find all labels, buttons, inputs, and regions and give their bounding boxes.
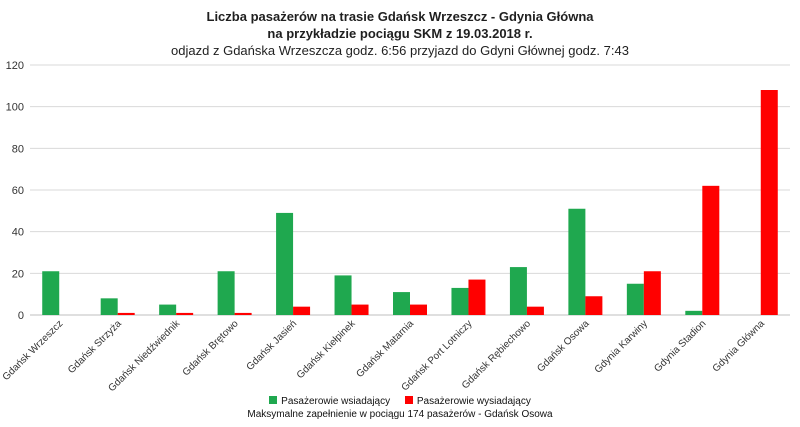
y-tick-label: 60 xyxy=(12,185,24,197)
bar-boarding xyxy=(276,212,294,315)
x-tick-label: Gdańsk Strzyża xyxy=(66,318,124,376)
x-tick-label: Gdańsk Matarnia xyxy=(354,318,416,380)
x-tick-label: Gdynia Karwiny xyxy=(593,318,650,375)
bars xyxy=(42,90,778,315)
bar-alighting xyxy=(117,312,135,315)
legend: Pasażerowie wsiadający Pasażerowie wysia… xyxy=(0,396,800,407)
bar-boarding xyxy=(626,283,644,315)
grid-lines xyxy=(30,64,790,316)
chart-note: Maksymalne zapełnienie w pociągu 174 pas… xyxy=(247,409,553,420)
chart-subtitle: odjazd z Gdańska Wrzeszcza godz. 6:56 pr… xyxy=(171,43,629,58)
bar-boarding xyxy=(509,267,527,315)
x-tick-label: Gdańsk Osowa xyxy=(535,318,591,374)
y-tick-label: 40 xyxy=(12,227,24,239)
bar-alighting xyxy=(760,90,778,315)
legend-swatch-alighting xyxy=(404,396,413,404)
bar-boarding xyxy=(334,275,352,315)
y-axis-ticks: 0 20 40 60 80 100 120 xyxy=(6,60,24,322)
y-tick-label: 80 xyxy=(12,143,24,155)
bar-alighting xyxy=(234,312,252,315)
bar-boarding xyxy=(685,310,703,315)
bar-boarding xyxy=(217,271,235,315)
y-tick-label: 20 xyxy=(12,268,24,280)
legend-label-alighting: Pasażerowie wysiadający xyxy=(416,396,531,407)
chart-title-line2: na przykładzie pociągu SKM z 19.03.2018 … xyxy=(267,26,533,41)
bar-alighting xyxy=(293,306,311,315)
bar-alighting xyxy=(176,312,194,315)
legend-item-boarding: Pasażerowie wsiadający xyxy=(269,396,390,407)
y-tick-label: 100 xyxy=(6,102,24,114)
x-tick-label: Gdańsk Jasień xyxy=(245,318,300,373)
x-tick-label: Gdynia Główna xyxy=(711,318,767,374)
bar-boarding xyxy=(393,292,410,315)
legend-label-boarding: Pasażerowie wsiadający xyxy=(281,396,391,407)
bar-alighting xyxy=(351,304,369,315)
bar-boarding xyxy=(100,298,118,315)
bar-alighting xyxy=(585,296,603,315)
bar-boarding xyxy=(568,208,586,315)
bar-alighting xyxy=(526,306,544,315)
y-tick-label: 120 xyxy=(6,60,24,72)
bar-alighting xyxy=(702,185,720,315)
chart-title-block: Liczba pasażerów na trasie Gdańsk Wrzesz… xyxy=(0,8,800,60)
legend-item-alighting: Pasażerowie wysiadający xyxy=(404,396,531,407)
y-tick-label: 0 xyxy=(18,310,24,322)
x-tick-label: Gdańsk Wrzeszcz xyxy=(1,318,66,383)
bar-chart: 0 20 40 60 80 100 120 Gdańsk Wrzeszcz Gdańsk St… xyxy=(1,60,790,394)
bar-alighting xyxy=(468,279,486,315)
bar-boarding xyxy=(42,271,60,315)
bar-alighting xyxy=(643,271,661,315)
chart-title: Liczba pasażerów na trasie Gdańsk Wrzesz… xyxy=(206,9,594,24)
bar-boarding xyxy=(451,287,469,315)
legend-swatch-boarding xyxy=(269,396,278,404)
bar-alighting xyxy=(410,304,427,315)
bar-boarding xyxy=(159,304,177,315)
x-tick-label: Gdańsk Kiełpinek xyxy=(295,318,359,382)
x-tick-label: Gdańsk Brętowo xyxy=(181,318,241,378)
x-tick-label: Gdynia Stadion xyxy=(652,318,708,374)
